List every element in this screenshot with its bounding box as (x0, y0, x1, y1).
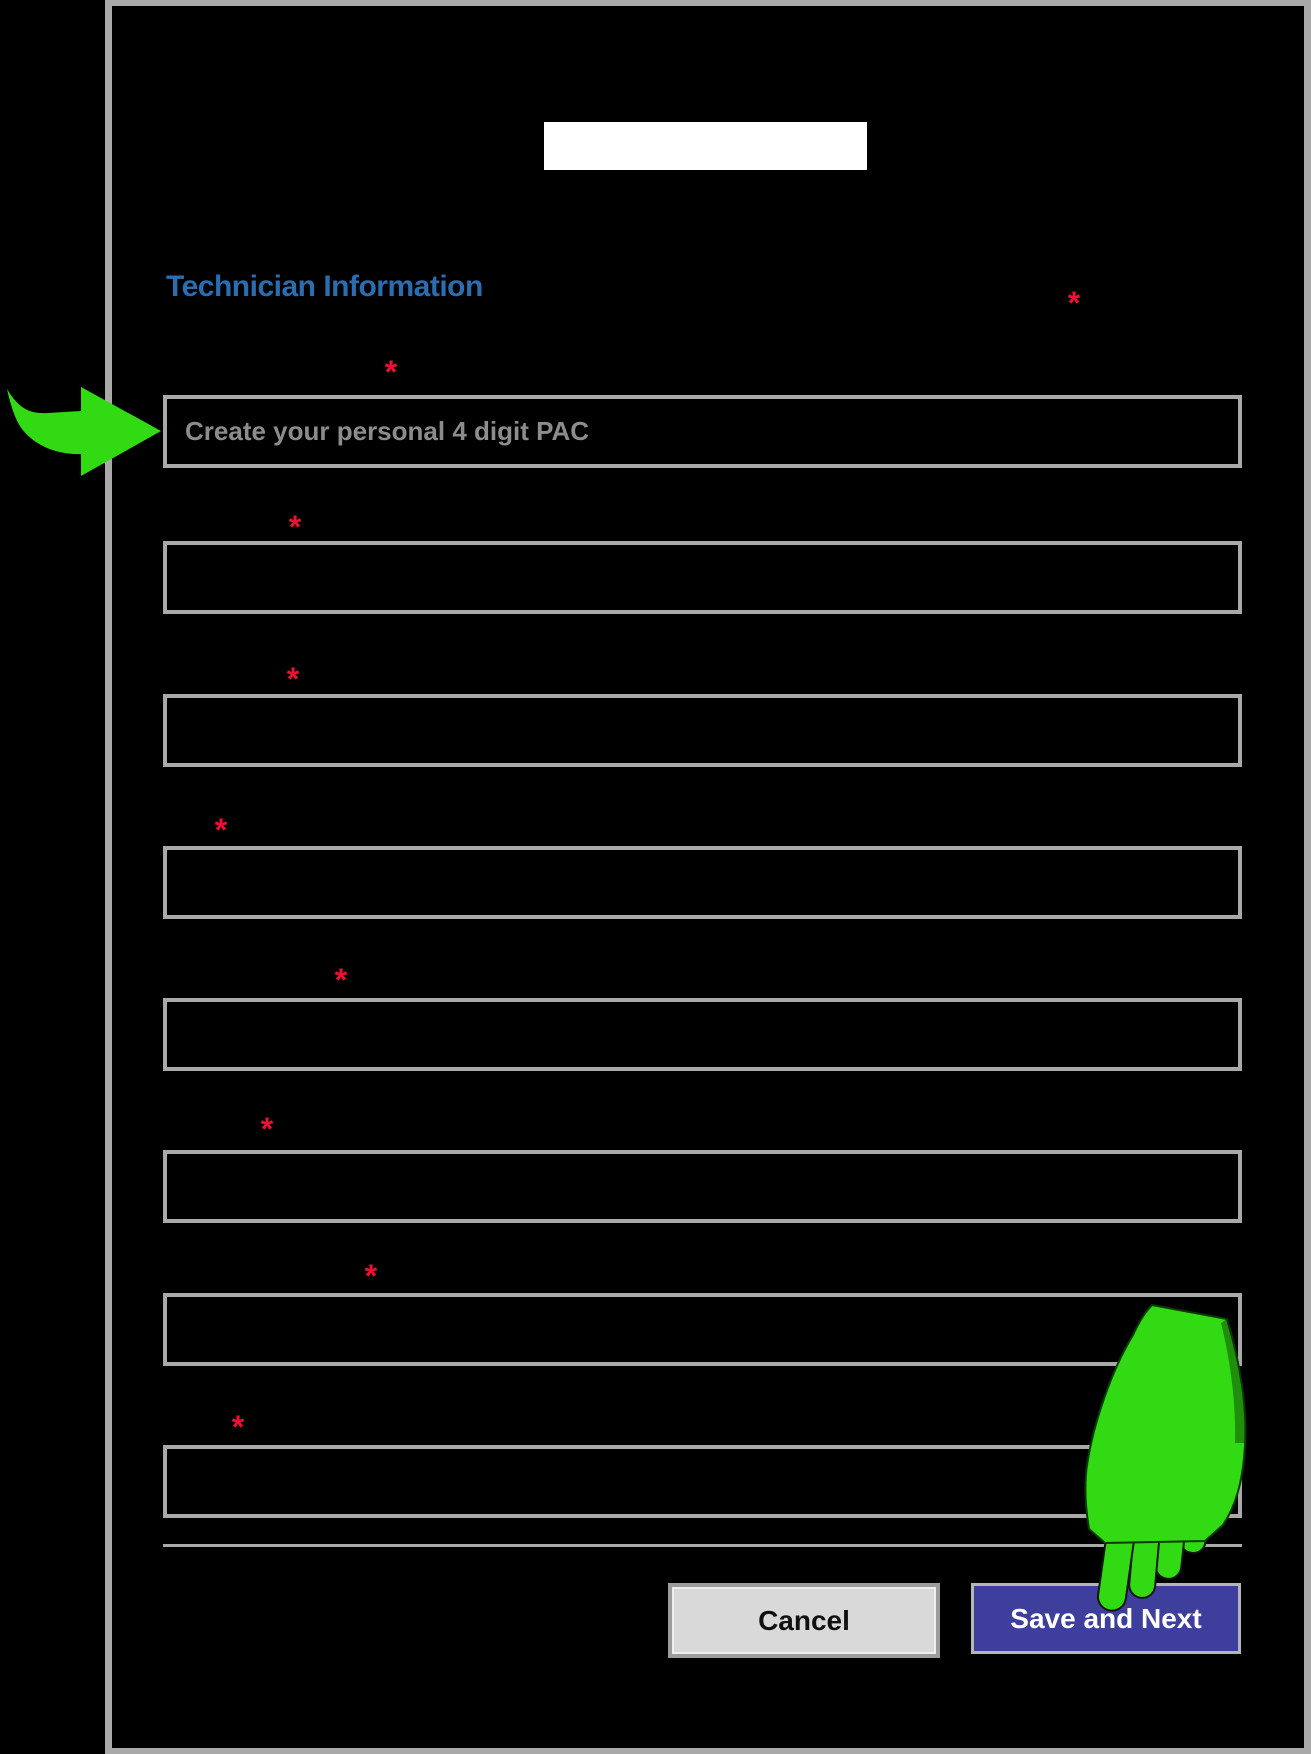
field-input-7[interactable] (163, 1293, 1242, 1366)
pointing-hand-icon (1084, 1303, 1247, 1612)
divider (163, 1544, 1242, 1547)
frame-border-top (105, 0, 1311, 6)
cancel-button-label: Cancel (758, 1604, 850, 1636)
frame-border-bottom (105, 1748, 1311, 1754)
page-title: Technician Information (166, 270, 483, 303)
field-input-5[interactable] (163, 998, 1242, 1071)
cancel-button[interactable]: Cancel (668, 1583, 940, 1658)
logo-placeholder (544, 122, 867, 170)
required-asterisk: * (286, 661, 300, 697)
field-input-8[interactable] (163, 1445, 1242, 1518)
frame-border-left (105, 0, 112, 1754)
green-arrow-icon (7, 387, 161, 476)
required-asterisk: * (364, 1258, 378, 1294)
required-asterisk: * (214, 812, 228, 848)
required-asterisk: * (1067, 285, 1081, 321)
required-asterisk: * (231, 1409, 245, 1445)
required-asterisk: * (384, 354, 398, 390)
required-asterisk: * (334, 962, 348, 998)
frame-border-right (1304, 0, 1311, 1754)
field-input-3[interactable] (163, 694, 1242, 767)
required-asterisk: * (260, 1111, 274, 1147)
field-input-6[interactable] (163, 1150, 1242, 1223)
pac-input[interactable] (163, 395, 1242, 468)
field-input-2[interactable] (163, 541, 1242, 614)
required-asterisk: * (288, 509, 302, 545)
field-input-4[interactable] (163, 846, 1242, 919)
